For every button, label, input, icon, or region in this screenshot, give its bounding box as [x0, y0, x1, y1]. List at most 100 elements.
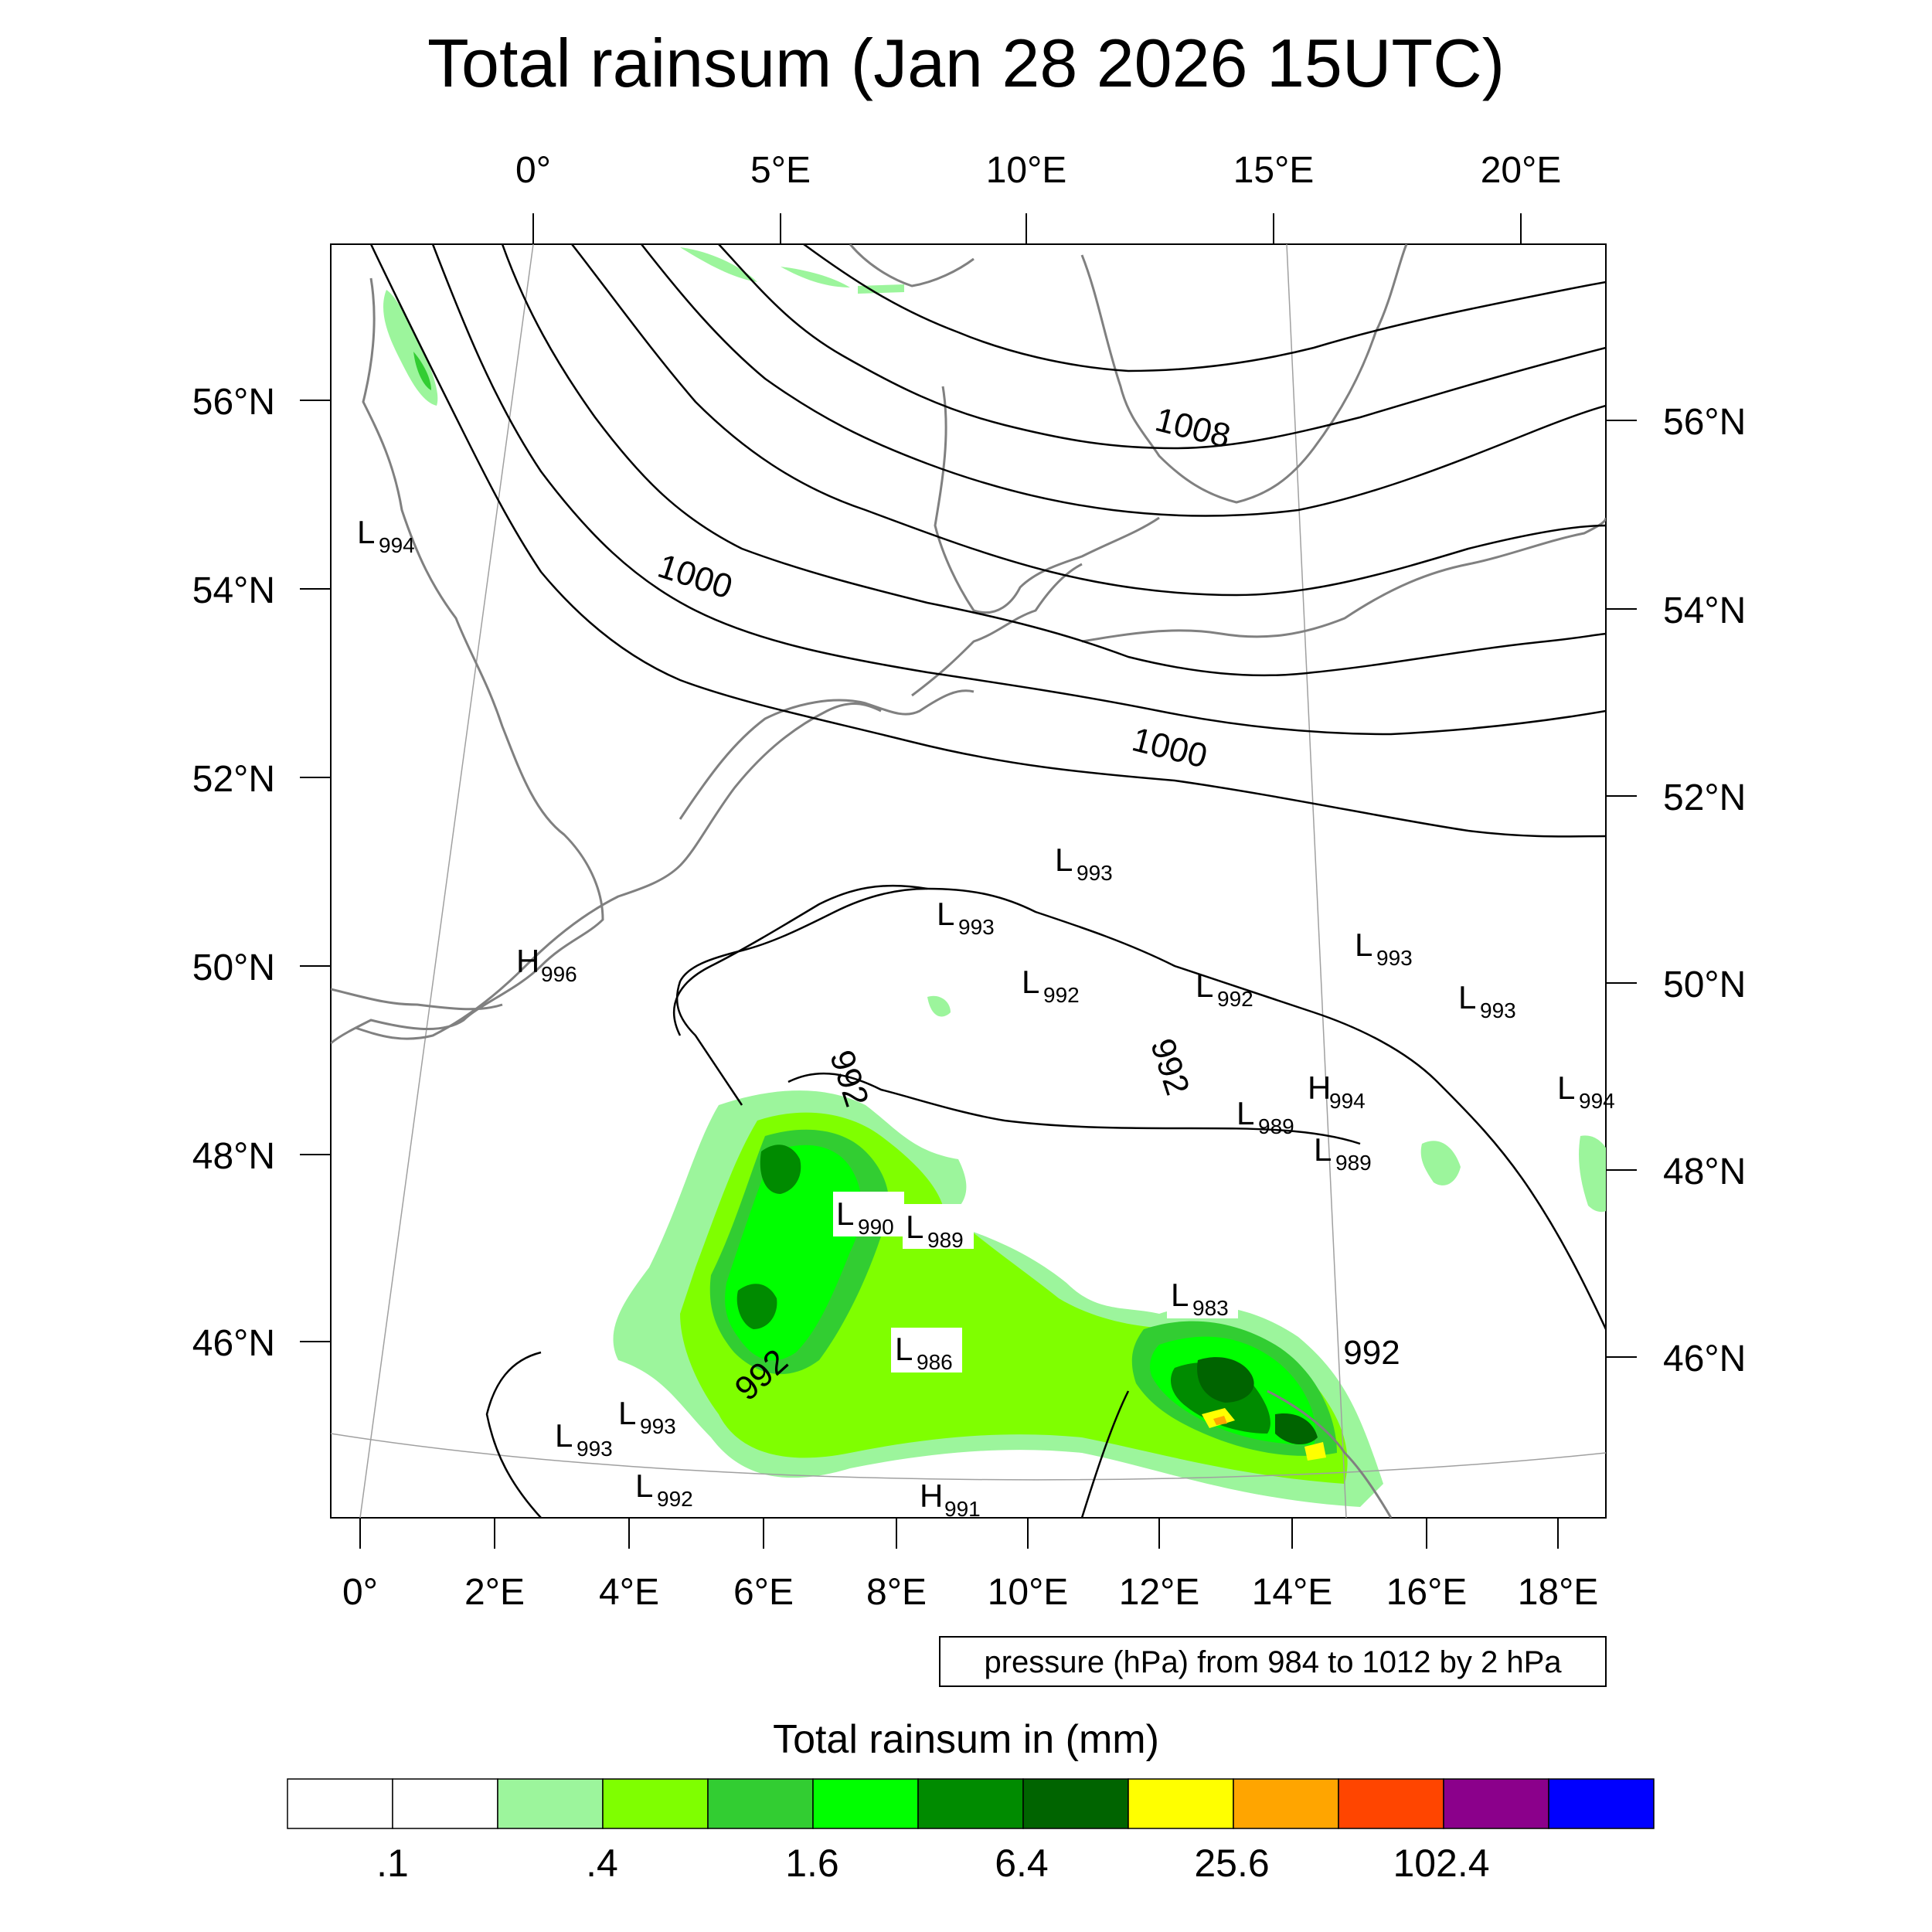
pressure-center-type: L	[1236, 1095, 1254, 1131]
colorbar-swatch	[497, 1778, 604, 1829]
pressure-center-type: L	[906, 1209, 923, 1245]
pressure-center-value: 996	[541, 962, 577, 986]
pressure-center-type: L	[937, 896, 954, 932]
isobar-south-992b	[485, 1351, 542, 1518]
pressure-center: L 989	[903, 1204, 974, 1252]
pressure-center-type: L	[1055, 842, 1073, 878]
top-lon-label: 10°E	[986, 150, 1067, 191]
colorbar-swatch	[1548, 1778, 1655, 1829]
pressure-center-type: L	[1314, 1131, 1332, 1168]
bottom-lon-label: 8°E	[866, 1572, 927, 1613]
pressure-center-type: L	[1458, 979, 1476, 1015]
bottom-lon-label: 16°E	[1386, 1572, 1468, 1613]
right-lat-label: 46°N	[1663, 1338, 1746, 1379]
colorbar-swatch	[1022, 1778, 1129, 1829]
pressure-center-type: L	[1022, 964, 1039, 1000]
pressure-center: L 993	[1355, 927, 1413, 970]
bottom-lon-label: 14°E	[1252, 1572, 1333, 1613]
coast-sweden	[1080, 244, 1408, 504]
pressure-center-type: L	[1355, 927, 1372, 963]
pressure-center-value: 989	[927, 1228, 964, 1252]
pressure-center-type: H	[1308, 1070, 1331, 1106]
pressure-center: H 991	[920, 1478, 981, 1521]
pressure-center-value: 989	[1258, 1114, 1294, 1138]
pressure-center: L 992	[1196, 968, 1253, 1011]
coast-norway-south	[849, 244, 975, 287]
right-lat-label: 56°N	[1663, 402, 1746, 443]
graticule	[331, 244, 1606, 1518]
pressure-center-value: 983	[1192, 1296, 1229, 1320]
pressure-centers: L 994 H 996 L 993 L 993 L 992 L 992 L 993 L 993 …	[357, 514, 1615, 1521]
pressure-info-box: pressure (hPa) from 984 to 1012 by 2 hPa	[939, 1636, 1607, 1687]
pressure-center-value: 990	[858, 1215, 894, 1239]
pressure-center: L 983	[1167, 1274, 1238, 1320]
coast-baltic-south	[1081, 517, 1606, 643]
colorbar-swatch	[1338, 1778, 1444, 1829]
isobar-1	[369, 244, 1606, 838]
isobar-mid-992	[672, 884, 928, 1036]
bottom-lon-label: 12°E	[1119, 1572, 1200, 1613]
pressure-center: L 993	[1458, 979, 1516, 1022]
pressure-center-value: 993	[577, 1437, 613, 1461]
rain-area-north-scotland-2	[413, 352, 431, 390]
pressure-center-type: L	[1171, 1277, 1189, 1313]
isobar-2	[431, 244, 1606, 736]
top-lon-label: 20°E	[1481, 150, 1562, 191]
pressure-center-value: 992	[1217, 987, 1253, 1011]
left-lat-label: 56°N	[192, 382, 275, 423]
colorbar-swatch	[707, 1778, 814, 1829]
coast-channel	[331, 988, 503, 1011]
rain-area-germany	[927, 995, 951, 1017]
rain-area-yellow	[1202, 1408, 1326, 1461]
pressure-center-value: 993	[1376, 946, 1413, 970]
isobar-5	[641, 244, 1606, 517]
info-box-frame	[939, 1636, 1607, 1687]
pressure-center-type: L	[618, 1395, 636, 1431]
left-latitude-labels: 56°N 54°N 52°N 50°N 48°N 46°N	[192, 382, 275, 1364]
pressure-center: L 993	[1055, 842, 1113, 885]
colorbar-label: 102.4	[1393, 1842, 1489, 1885]
isobar-label-992-d: 992	[1343, 1334, 1400, 1372]
pressure-center-type: L	[635, 1468, 653, 1504]
top-longitude-labels: 0° 5°E 10°E 15°E 20°E	[515, 150, 1561, 191]
pressure-center: H 996	[516, 943, 577, 986]
bottom-lon-label: 4°E	[599, 1572, 659, 1613]
colorbar-label: 25.6	[1194, 1842, 1269, 1885]
pressure-center-type: L	[357, 514, 375, 550]
rain-area-orange	[1213, 1416, 1227, 1425]
pressure-center-value: 994	[1329, 1089, 1366, 1113]
pressure-center-value: 992	[1043, 983, 1080, 1007]
bottom-lon-label: 0°	[342, 1572, 378, 1613]
pressure-center-value: 993	[640, 1414, 676, 1438]
pressure-center: L 989	[1236, 1095, 1294, 1138]
right-lat-label: 50°N	[1663, 964, 1746, 1005]
isobar-south-992c	[1080, 1390, 1130, 1518]
pressure-center-value: 993	[1480, 998, 1516, 1022]
pressure-center: L 993	[937, 896, 995, 939]
colorbar-swatch	[1233, 1778, 1339, 1829]
colorbar-title: Total rainsum in (mm)	[773, 1717, 1159, 1762]
isobar-6	[718, 244, 1606, 450]
right-lat-label: 48°N	[1663, 1151, 1746, 1192]
coast-denmark	[934, 386, 1160, 614]
colorbar-labels: .1 .4 1.6 6.4 25.6 102.4	[376, 1842, 1489, 1885]
colorbar-swatch	[602, 1778, 709, 1829]
colorbar-swatch	[1128, 1778, 1234, 1829]
coastlines	[331, 244, 1606, 1518]
colorbar-label: .1	[376, 1842, 409, 1885]
colorbar-swatch	[917, 1778, 1024, 1829]
pressure-center-type: L	[1196, 968, 1213, 1004]
isobar-4	[571, 244, 1606, 597]
pressure-center: L 986	[891, 1328, 962, 1374]
left-lat-label: 48°N	[192, 1136, 275, 1177]
pressure-center-value: 994	[1579, 1089, 1615, 1113]
bottom-lon-label: 10°E	[988, 1572, 1069, 1613]
colorbar-swatch	[287, 1778, 393, 1829]
left-lat-label: 54°N	[192, 570, 275, 611]
rain-area-east	[1579, 1135, 1606, 1213]
rain-area-darker	[1197, 1357, 1318, 1445]
pressure-center-type: L	[836, 1196, 854, 1232]
top-lon-label: 5°E	[750, 150, 811, 191]
coast-germany-north	[911, 563, 1083, 697]
